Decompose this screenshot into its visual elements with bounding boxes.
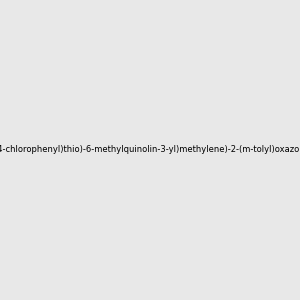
Text: (E)-4-((2-((4-chlorophenyl)thio)-6-methylquinolin-3-yl)methylene)-2-(m-tolyl)oxa: (E)-4-((2-((4-chlorophenyl)thio)-6-methy… bbox=[0, 146, 300, 154]
